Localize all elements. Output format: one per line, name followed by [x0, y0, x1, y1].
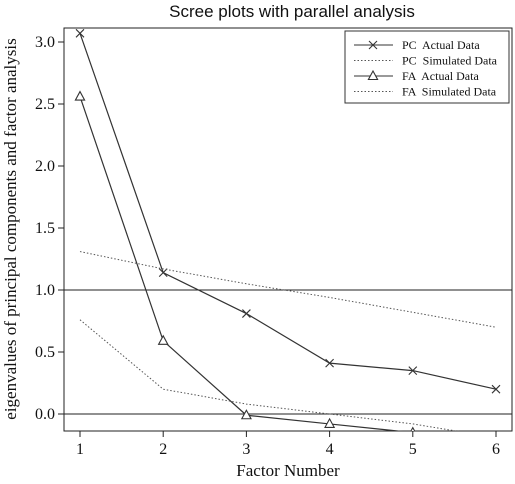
y-axis-label: eigenvalues of principal components and …: [1, 38, 20, 419]
triangle-marker-2-3: [324, 417, 336, 428]
legend-label-1: PC Simulated Data: [402, 54, 498, 68]
triangle-marker-2-1: [157, 334, 169, 345]
legend-label-0: PC Actual Data: [402, 38, 480, 52]
triangle-marker-2-2: [240, 409, 252, 420]
y-tick-label: 2.5: [35, 96, 55, 113]
chart-title: Scree plots with parallel analysis: [169, 2, 415, 21]
x-marker-0-3: [325, 358, 334, 368]
legend-label-2: FA Actual Data: [402, 69, 479, 83]
x-tick-label: 4: [326, 441, 334, 458]
y-axis: 0.0 0.5 1.0 1.5 2.0 2.5 3.0: [35, 34, 64, 423]
series-3: [79, 319, 460, 431]
x-tick-label: 6: [492, 441, 500, 458]
series-line-0: [79, 33, 497, 390]
series-line-2: [79, 96, 404, 431]
series-0: [75, 28, 501, 394]
x-axis-label: Factor Number: [236, 461, 340, 480]
triangle-marker-legend-2: [367, 69, 379, 81]
x-tick-label: 1: [76, 441, 84, 458]
series-line-1: [79, 251, 497, 328]
y-tick-label: 0.5: [35, 344, 55, 361]
plot-frame: [63, 27, 513, 432]
series-line-3: [79, 319, 460, 431]
x-tick-label: 2: [159, 441, 167, 458]
series-2: [74, 90, 416, 431]
y-tick-label: 3.0: [35, 34, 55, 51]
series-layer: [74, 28, 501, 431]
reference-lines: [64, 289, 512, 415]
triangle-marker-2-0: [74, 90, 86, 101]
x-marker-0-1: [158, 268, 168, 278]
triangle-marker-2-4: [410, 426, 416, 431]
x-marker-0-5: [491, 384, 501, 394]
x-tick-label: 5: [409, 441, 417, 458]
y-tick-label: 0.0: [35, 406, 55, 423]
x-marker-0-4: [408, 366, 418, 375]
y-tick-label: 1.5: [35, 220, 55, 237]
legend-label-3: FA Simulated Data: [402, 85, 497, 99]
x-axis: 1 2 3 4 5 6: [76, 431, 500, 458]
y-tick-label: 1.0: [35, 282, 55, 299]
x-marker-0-0: [75, 28, 85, 38]
series-1: [79, 251, 497, 328]
x-marker-0-2: [242, 309, 251, 318]
x-marker-legend-0: [368, 40, 378, 50]
x-tick-label: 3: [242, 441, 250, 458]
y-tick-label: 2.0: [35, 158, 55, 175]
